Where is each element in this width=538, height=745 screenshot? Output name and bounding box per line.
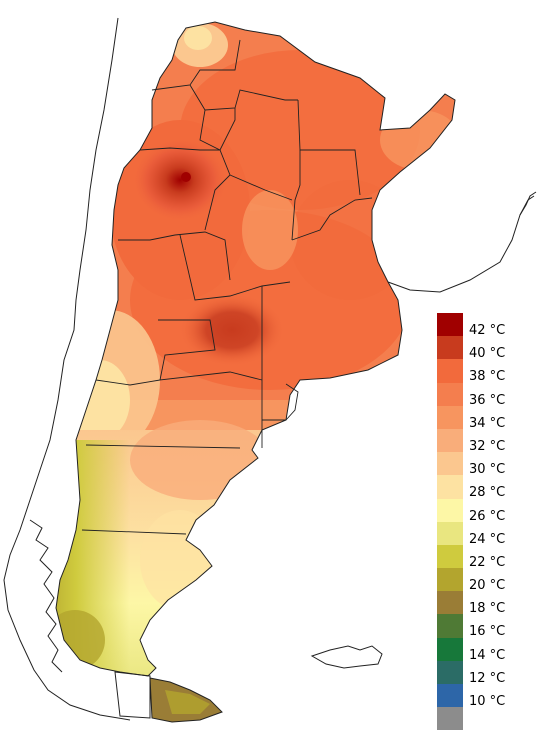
legend-row: 28 °C [437,475,537,501]
legend-swatch [437,521,463,545]
legend-swatch [437,707,463,731]
tdf-chile-side [114,671,151,719]
legend-label: 38 °C [469,369,506,385]
legend-label: 28 °C [469,485,506,501]
legend-label: 32 °C [469,438,506,454]
legend-row: 36 °C [437,382,537,408]
legend-swatch [437,660,463,684]
legend-label: 14 °C [469,647,506,663]
legend-row: 30 °C [437,452,537,478]
chile-coastline [3,17,131,721]
legend-row: 12 °C [437,660,537,686]
province-boundaries [81,39,373,535]
malvinas-islands [310,645,383,669]
legend-swatch [437,637,463,661]
legend-row: 26 °C [437,498,537,524]
chile-fjords [29,519,63,673]
legend-label: 30 °C [469,462,506,478]
legend-label: 18 °C [469,601,506,617]
legend-label: 40 °C [469,346,506,362]
legend-row: 20 °C [437,568,537,594]
legend-swatch [437,475,463,499]
legend-label: 34 °C [469,415,506,431]
legend-swatch [437,498,463,522]
legend-label: 22 °C [469,554,506,570]
legend-row: 38 °C [437,359,537,385]
legend-label: 20 °C [469,578,506,594]
legend-row: 18 °C [437,591,537,617]
legend-label: 36 °C [469,392,506,408]
buenos-aires-edge [285,383,299,421]
legend-label: 10 °C [469,694,506,709]
legend-row: 32 °C [437,428,537,454]
legend-row: 34 °C [437,405,537,431]
legend-label: 24 °C [469,531,506,547]
legend-row: 10 °C [437,684,537,709]
legend-swatch [437,359,463,383]
legend-swatch [437,684,463,708]
legend-swatch [437,614,463,638]
legend-swatch [437,568,463,592]
legend-row: 24 °C [437,521,537,547]
legend-row: 40 °C [437,336,537,362]
temperature-legend: 42 °C 40 °C 38 °C 36 °C 34 °C 32 °C 30 °C 28 °C… [437,313,537,731]
legend-row: 16 °C [437,614,537,640]
legend-row: 22 °C [437,544,537,570]
legend-swatch [437,591,463,615]
legend-swatch [437,313,463,337]
legend-swatch [437,544,463,569]
legend-row [437,707,537,731]
brazil-coast [519,191,537,216]
legend-row: 14 °C [437,637,537,663]
legend-swatch [437,382,463,406]
uruguay-coast [387,195,535,293]
legend-label: 16 °C [469,624,506,640]
legend-label: 42 °C [469,323,506,338]
tierra-del-fuego-east [165,690,210,714]
legend-swatch [437,428,463,453]
legend-row: 42 °C [437,313,537,338]
legend-label: 12 °C [469,670,506,686]
legend-swatch [437,405,463,429]
legend-swatch [437,452,463,476]
legend-swatch [437,336,463,360]
legend-label: 26 °C [469,508,506,524]
